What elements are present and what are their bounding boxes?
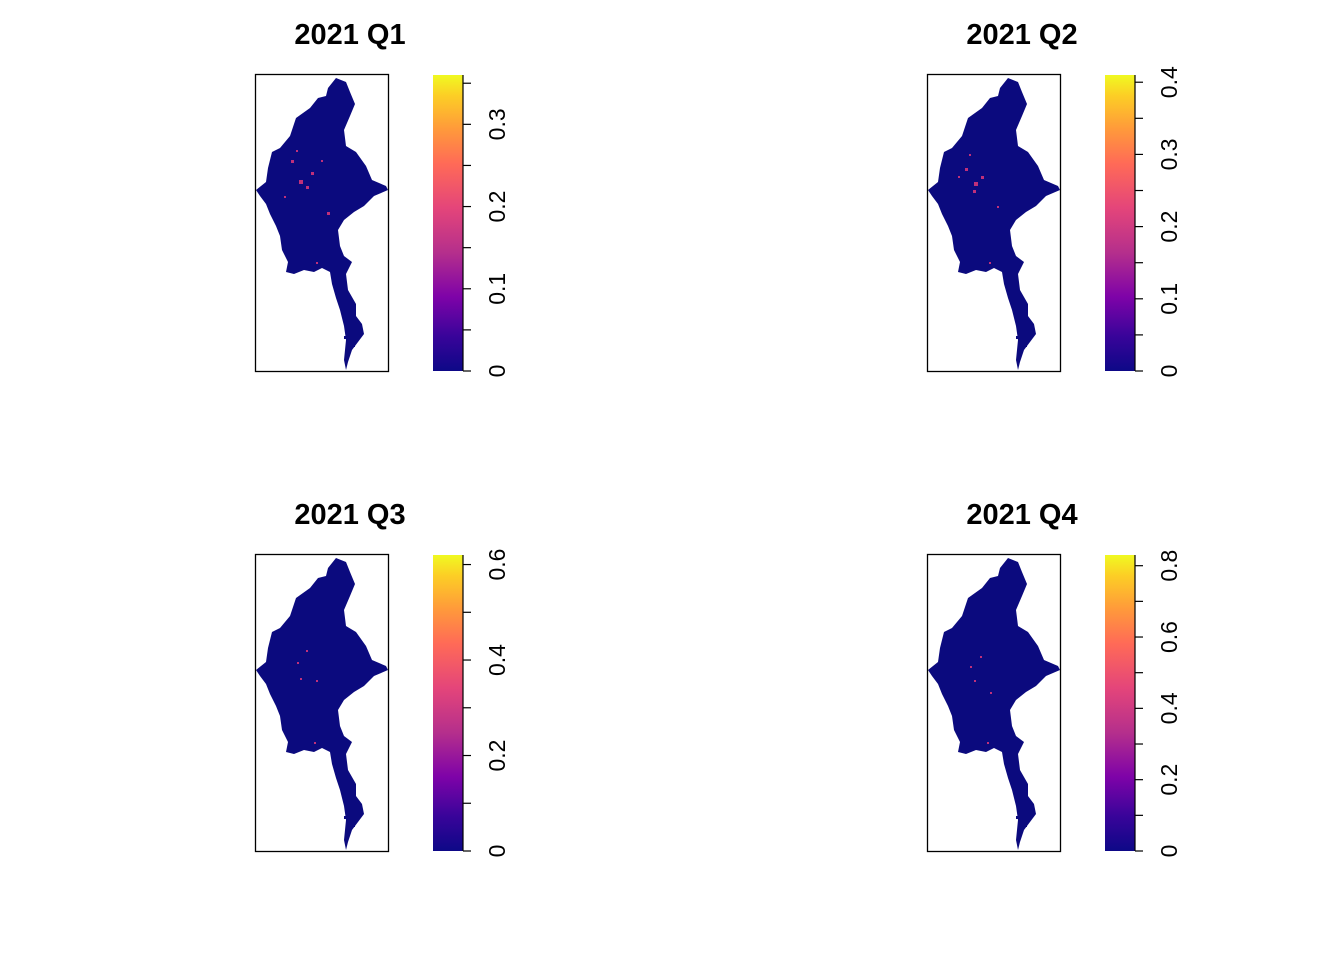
color-legend: 0 0.2 0.4 0.6 0.8 — [1105, 550, 1182, 858]
color-legend: 0 0.1 0.2 0.3 0.4 — [1105, 66, 1182, 377]
hotspot-pixel — [958, 176, 960, 178]
hotspot-pixel — [969, 154, 971, 156]
hotspot-pixel — [316, 262, 318, 264]
hotspot-pixel — [965, 168, 968, 171]
legend-tick-label: 0.3 — [1156, 138, 1182, 170]
hotspot-pixel — [321, 160, 323, 162]
plot-frame — [926, 553, 1062, 853]
hotspot-pixel — [989, 262, 991, 264]
legend-tick-label: 0.3 — [484, 108, 510, 140]
hotspot-pixel — [327, 212, 330, 215]
raster-map — [256, 558, 388, 850]
hotspot-pixel — [981, 176, 984, 179]
legend-tick-label: 0.4 — [1156, 66, 1182, 98]
hotspot-pixel — [291, 160, 294, 163]
legend-color-bar — [1105, 75, 1135, 371]
map-panel-4: 2021 Q4 0 0.2 0.4 0.6 0.8 — [926, 499, 1182, 858]
raster-map — [928, 558, 1060, 850]
legend-tick-label: 0.2 — [484, 191, 510, 223]
legend-tick-label: 0.6 — [1156, 621, 1182, 653]
legend-color-bar — [433, 555, 463, 851]
plot-frame — [254, 73, 390, 373]
color-legend: 0 0.1 0.2 0.3 — [433, 75, 510, 377]
panel-title: 2021 Q4 — [966, 499, 1077, 531]
legend-tick-label: 0.1 — [484, 273, 510, 305]
legend-tick-label: 0 — [1156, 845, 1182, 858]
legend-tick-label: 0.8 — [1156, 550, 1182, 582]
hotspot-pixel — [306, 186, 309, 189]
legend-tick-label: 0.2 — [484, 740, 510, 772]
color-legend: 0 0.2 0.4 0.6 — [433, 549, 510, 858]
map-panel-3: 2021 Q3 0 0.2 0.4 0.6 — [254, 499, 510, 858]
legend-tick-label: 0.4 — [484, 644, 510, 676]
hotspot-pixel — [974, 182, 978, 186]
hotspot-pixel — [970, 666, 972, 668]
hotspot-pixel — [314, 742, 316, 744]
legend-tick-label: 0.1 — [1156, 283, 1182, 315]
hotspot-pixel — [284, 196, 286, 198]
hotspot-pixel — [300, 678, 302, 680]
map-panel-1: 2021 Q1 0 0.1 0.2 0.3 — [254, 19, 510, 377]
hotspot-pixel — [311, 172, 314, 175]
hotspot-pixel — [990, 692, 992, 694]
hotspot-pixel — [973, 190, 976, 193]
panel-title: 2021 Q1 — [294, 19, 405, 51]
hotspot-pixel — [297, 662, 299, 664]
raster-map — [928, 78, 1060, 370]
hotspot-pixel — [997, 206, 999, 208]
legend-tick-label: 0.4 — [1156, 692, 1182, 724]
legend-color-bar — [433, 75, 463, 371]
map-panel-2: 2021 Q2 0 0.1 0.2 0.3 0.4 — [926, 19, 1182, 377]
hotspot-pixel — [987, 742, 989, 744]
hotspot-pixel — [980, 656, 982, 658]
legend-tick-label: 0.2 — [1156, 211, 1182, 243]
legend-color-bar — [1105, 555, 1135, 851]
hotspot-pixel — [296, 150, 298, 152]
hotspot-pixel — [299, 180, 303, 184]
legend-tick-label: 0 — [1156, 365, 1182, 378]
hotspot-pixel — [316, 680, 318, 682]
panel-title: 2021 Q3 — [294, 499, 405, 531]
panel-title: 2021 Q2 — [966, 19, 1077, 51]
plot-frame — [254, 553, 390, 853]
hotspot-pixel — [306, 650, 308, 652]
legend-tick-label: 0.2 — [1156, 764, 1182, 796]
hotspot-pixel — [974, 680, 976, 682]
legend-tick-label: 0 — [484, 845, 510, 858]
legend-tick-label: 0.6 — [484, 549, 510, 581]
raster-map — [256, 78, 388, 370]
plot-frame — [926, 73, 1062, 373]
legend-tick-label: 0 — [484, 365, 510, 378]
